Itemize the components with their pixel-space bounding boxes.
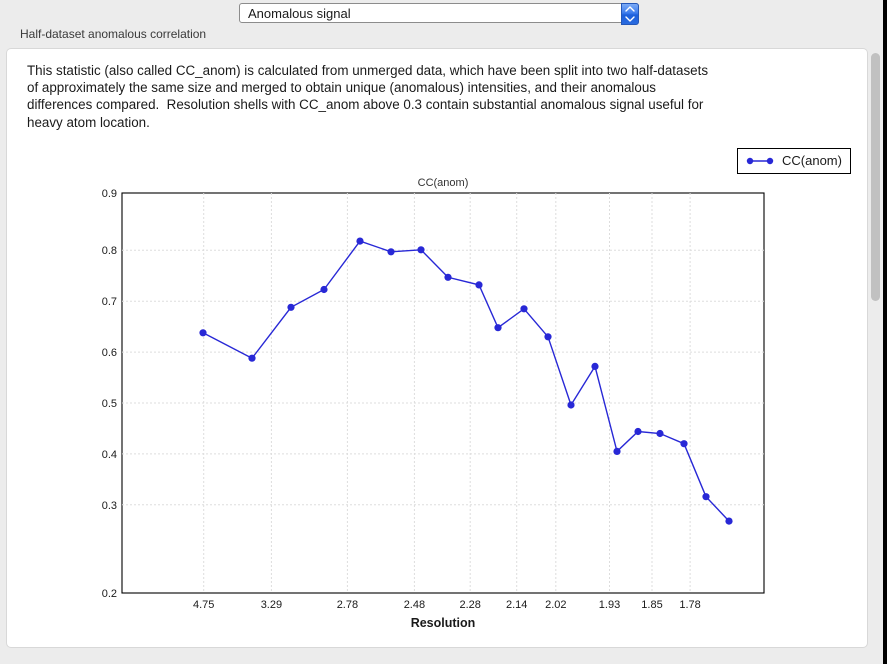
svg-text:Resolution: Resolution <box>411 616 476 630</box>
svg-text:3.29: 3.29 <box>261 599 282 611</box>
svg-text:0.7: 0.7 <box>102 296 117 308</box>
svg-text:0.9: 0.9 <box>102 188 117 200</box>
svg-text:0.4: 0.4 <box>102 449 117 461</box>
svg-text:CC(anom): CC(anom) <box>418 177 469 189</box>
svg-text:1.93: 1.93 <box>599 599 620 611</box>
svg-text:0.2: 0.2 <box>102 588 117 600</box>
svg-text:0.6: 0.6 <box>102 347 117 359</box>
svg-text:0.3: 0.3 <box>102 500 117 512</box>
svg-text:2.02: 2.02 <box>545 599 566 611</box>
svg-text:4.75: 4.75 <box>193 599 214 611</box>
svg-text:2.14: 2.14 <box>506 599 527 611</box>
svg-text:1.78: 1.78 <box>679 599 700 611</box>
svg-text:0.8: 0.8 <box>102 245 117 257</box>
svg-text:0.5: 0.5 <box>102 398 117 410</box>
svg-text:1.85: 1.85 <box>641 599 662 611</box>
svg-text:2.48: 2.48 <box>404 599 425 611</box>
svg-text:2.28: 2.28 <box>459 599 480 611</box>
svg-text:2.78: 2.78 <box>337 599 358 611</box>
